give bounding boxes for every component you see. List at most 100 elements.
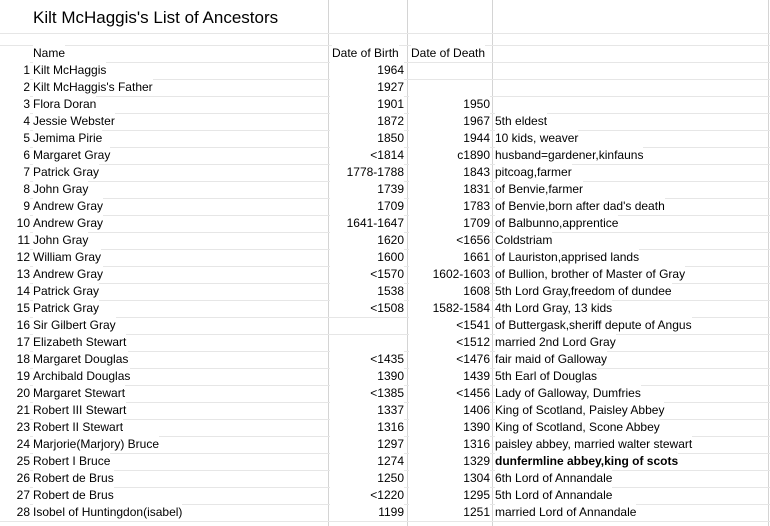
name-cell: Sir Gilbert Gray <box>33 317 116 334</box>
note-cell: King of Scotland, Scone Abbey <box>495 419 660 436</box>
death-cell: 1831 <box>409 181 490 198</box>
sheet-title: Kilt McHaggis's List of Ancestors <box>33 5 279 31</box>
name-cell: Patrick Gray <box>33 283 100 300</box>
name-cell: Isobel of Huntingdon(isabel) <box>33 504 183 521</box>
birth-cell: 1538 <box>330 283 404 300</box>
birth-cell: 1927 <box>330 79 404 96</box>
name-cell: Andrew Gray <box>33 198 104 215</box>
row-number: 19 <box>0 368 30 385</box>
birth-cell: 1250 <box>330 470 404 487</box>
row-number: 26 <box>0 470 30 487</box>
birth-cell: 1337 <box>330 402 404 419</box>
death-cell: 1439 <box>409 368 490 385</box>
note-cell: 4th Lord Gray, 13 kids <box>495 300 613 317</box>
row-number: 9 <box>0 198 30 215</box>
birth-cell: 1641-1647 <box>330 215 404 232</box>
row-number: 20 <box>0 385 30 402</box>
birth-cell: 1872 <box>330 113 404 130</box>
column-border <box>328 0 329 526</box>
note-cell: married Lord of Annandale <box>495 504 637 521</box>
death-cell: 1406 <box>409 402 490 419</box>
birth-cell: <1385 <box>330 385 404 402</box>
name-cell: Margaret Gray <box>33 147 111 164</box>
name-cell: Elizabeth Stewart <box>33 334 127 351</box>
name-cell: Margaret Douglas <box>33 351 129 368</box>
row-number: 23 <box>0 419 30 436</box>
row-number: 7 <box>0 164 30 181</box>
name-cell: Archibald Douglas <box>33 368 131 385</box>
death-cell: 1967 <box>409 113 490 130</box>
note-cell: 5th Earl of Douglas <box>495 368 598 385</box>
note-cell: fair maid of Galloway <box>495 351 608 368</box>
death-cell: 1661 <box>409 249 490 266</box>
name-cell: Robert III Stewart <box>33 402 127 419</box>
death-cell: 1783 <box>409 198 490 215</box>
row-number: 12 <box>0 249 30 266</box>
name-cell: Patrick Gray <box>33 300 100 317</box>
death-cell: 1602-1603 <box>409 266 490 283</box>
row-number: 17 <box>0 334 30 351</box>
death-cell: <1512 <box>409 334 490 351</box>
row-number: 28 <box>0 504 30 521</box>
birth-cell: 1199 <box>330 504 404 521</box>
death-cell: <1476 <box>409 351 490 368</box>
note-cell: Lady of Galloway, Dumfries <box>495 385 641 402</box>
birth-cell: 1739 <box>330 181 404 198</box>
death-cell: <1656 <box>409 232 490 249</box>
birth-cell: <1814 <box>330 147 404 164</box>
row-number: 16 <box>0 317 30 334</box>
row-border <box>0 521 770 522</box>
name-cell: Robert de Brus <box>33 470 114 487</box>
birth-cell: 1600 <box>330 249 404 266</box>
birth-cell: 1709 <box>330 198 404 215</box>
row-number: 11 <box>0 232 30 249</box>
death-cell: <1541 <box>409 317 490 334</box>
column-border <box>407 0 408 526</box>
birth-cell: <1570 <box>330 266 404 283</box>
row-number: 25 <box>0 453 30 470</box>
header-cell: Date of Death <box>411 45 486 62</box>
birth-cell: 1316 <box>330 419 404 436</box>
name-cell: Patrick Gray <box>33 164 100 181</box>
note-cell: of Bullion, brother of Master of Gray <box>495 266 686 283</box>
row-number: 1 <box>0 62 30 79</box>
name-cell: Jemima Pirie <box>33 130 103 147</box>
death-cell: 1304 <box>409 470 490 487</box>
birth-cell: <1508 <box>330 300 404 317</box>
note-cell: pitcoag,farmer <box>495 164 572 181</box>
name-cell: Robert de Brus <box>33 487 114 504</box>
name-cell: Margaret Stewart <box>33 385 126 402</box>
birth-cell: 1297 <box>330 436 404 453</box>
name-cell: Robert II Stewart <box>33 419 124 436</box>
death-cell: 1944 <box>409 130 490 147</box>
row-number: 24 <box>0 436 30 453</box>
note-cell: of Benvie,born after dad's death <box>495 198 665 215</box>
birth-cell: <1220 <box>330 487 404 504</box>
row-number: 8 <box>0 181 30 198</box>
name-cell: Flora Doran <box>33 96 97 113</box>
note-cell: of Buttergask,sheriff depute of Angus <box>495 317 692 334</box>
name-cell: Andrew Gray <box>33 266 104 283</box>
note-cell: 6th Lord of Annandale <box>495 470 613 487</box>
row-number: 27 <box>0 487 30 504</box>
row-border <box>0 334 770 335</box>
birth-cell: 1778-1788 <box>330 164 404 181</box>
death-cell: 1329 <box>409 453 490 470</box>
birth-cell: 1850 <box>330 130 404 147</box>
death-cell: 1608 <box>409 283 490 300</box>
name-cell: Andrew Gray <box>33 215 104 232</box>
note-cell: Coldstriam <box>495 232 553 249</box>
death-cell: <1456 <box>409 385 490 402</box>
row-border <box>0 33 770 34</box>
name-cell: William Gray <box>33 249 101 266</box>
row-number: 2 <box>0 79 30 96</box>
birth-cell: 1390 <box>330 368 404 385</box>
row-number: 6 <box>0 147 30 164</box>
column-border <box>492 0 493 526</box>
birth-cell: <1435 <box>330 351 404 368</box>
note-cell: 10 kids, weaver <box>495 130 579 147</box>
name-cell: Robert I Bruce <box>33 453 111 470</box>
name-cell: Kilt McHaggis <box>33 62 107 79</box>
birth-cell: 1901 <box>330 96 404 113</box>
birth-cell: 1964 <box>330 62 404 79</box>
